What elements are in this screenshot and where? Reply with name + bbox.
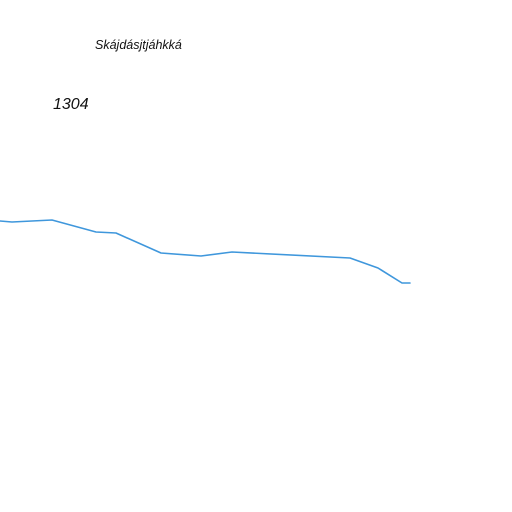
place-name-label: Skájdásjtjáhkká xyxy=(95,38,182,52)
stream-line xyxy=(0,219,411,284)
elevation-label: 1304 xyxy=(53,96,89,113)
